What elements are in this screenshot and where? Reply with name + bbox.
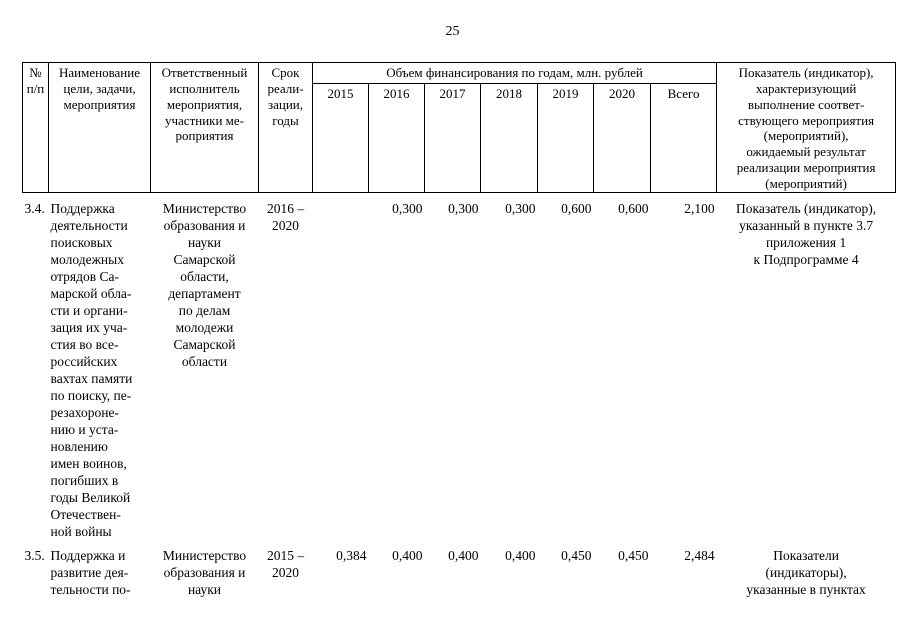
table-row-3-4: 3.4. Поддержка деятельности поисковых мо… — [23, 193, 896, 541]
header-cell-total: Всего — [649, 83, 718, 193]
table-header: № п/п Наименование цели, задачи, меропри… — [22, 62, 897, 193]
cell-row-number: 3.5. — [24, 548, 45, 563]
cell-term: 2015 – 2020 — [266, 548, 305, 580]
page-number: 25 — [445, 24, 460, 39]
header-cell-year-2020: 2020 — [593, 83, 651, 193]
cell-value-2018: 0,400 — [505, 548, 536, 563]
cell-row-number: 3.4. — [24, 201, 45, 216]
header-cell-executor: Ответственный исполнитель мероприятия, у… — [150, 62, 259, 193]
header-row-years: 2015 2016 2017 2018 2019 2020 Всего — [23, 83, 896, 193]
header-cell-funding: Объем финансирования по годам, млн. рубл… — [311, 62, 718, 84]
table-row-3-5: 3.5. Поддержка и развитие дея- тельности… — [23, 540, 896, 598]
cell-executor: Министерство образования и науки Самарск… — [162, 201, 247, 369]
cell-value-total: 2,100 — [684, 201, 715, 216]
cell-executor: Министерство образования и науки — [162, 548, 247, 597]
header-cell-num: № п/п — [22, 62, 49, 193]
header-cell-name: Наименование цели, задачи, мероприятия — [48, 62, 151, 193]
cell-value-2016: 0,400 — [392, 548, 423, 563]
cell-value-2020: 0,450 — [618, 548, 649, 563]
header-row-top: № п/п Наименование цели, задачи, меропри… — [22, 62, 897, 193]
table-body: 3.4. Поддержка деятельности поисковых мо… — [23, 193, 896, 599]
cell-value-2019: 0,450 — [561, 548, 592, 563]
cell-value-total: 2,484 — [684, 548, 715, 563]
cell-value-2017: 0,300 — [448, 201, 479, 216]
cell-value-2019: 0,600 — [561, 201, 592, 216]
cell-value-2015: 0,384 — [336, 548, 367, 563]
cell-value-2015 — [313, 193, 369, 541]
header-cell-year-2015: 2015 — [312, 83, 369, 193]
cell-value-2016: 0,300 — [392, 201, 423, 216]
cell-value-2017: 0,400 — [448, 548, 479, 563]
header-cell-term: Срок реали- зации, годы — [258, 62, 313, 193]
header-cell-indicator: Показатель (индикатор), характеризующий … — [716, 62, 897, 193]
cell-indicator: Показатель (индикатор), указанный в пунк… — [736, 201, 877, 267]
cell-measure-name: Поддержка деятельности поисковых молодеж… — [50, 201, 133, 539]
header-cell-year-2018: 2018 — [480, 83, 538, 193]
header-cell-year-2016: 2016 — [368, 83, 425, 193]
header-cell-year-2017: 2017 — [424, 83, 481, 193]
header-cell-year-2019: 2019 — [537, 83, 594, 193]
cell-value-2020: 0,600 — [618, 201, 649, 216]
cell-indicator: Показатели (индикаторы), указанные в пун… — [746, 548, 866, 597]
cell-term: 2016 – 2020 — [266, 201, 305, 233]
cell-value-2018: 0,300 — [505, 201, 536, 216]
financing-table: № п/п Наименование цели, задачи, меропри… — [22, 62, 897, 599]
cell-measure-name: Поддержка и развитие дея- тельности по- — [50, 548, 131, 597]
